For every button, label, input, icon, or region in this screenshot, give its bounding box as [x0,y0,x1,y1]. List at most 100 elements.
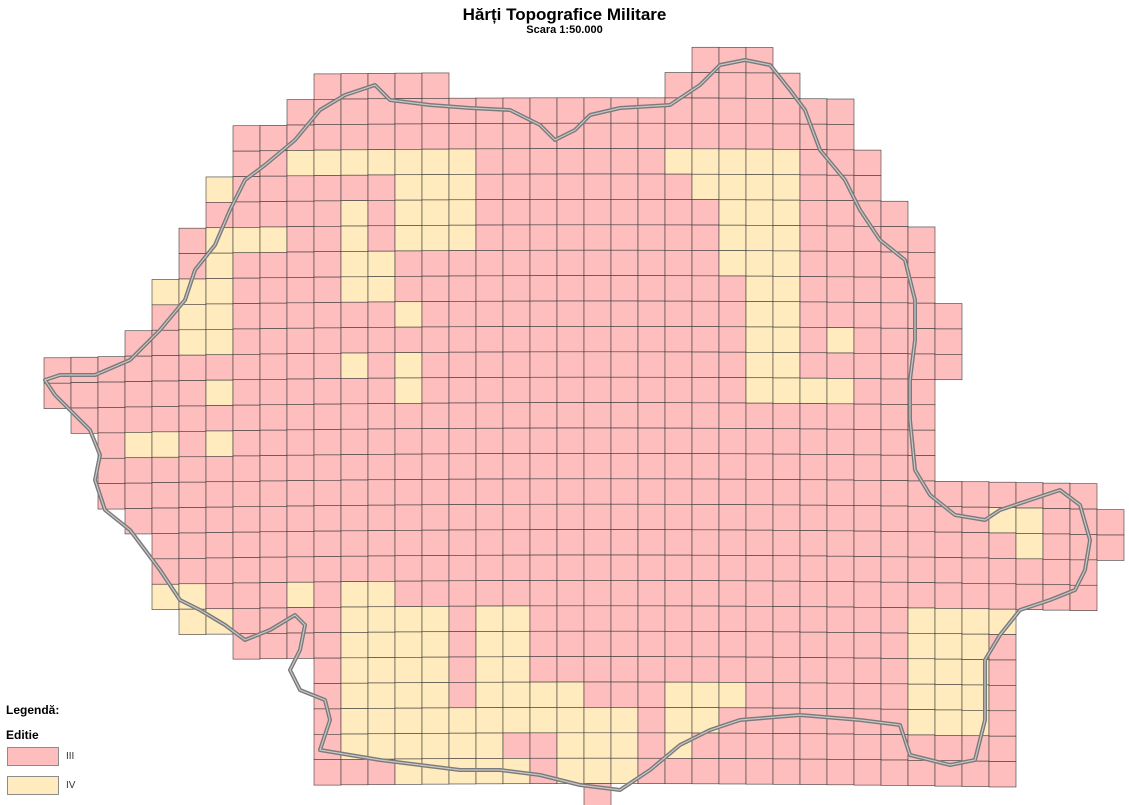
map-sheet-edition-iii [637,351,666,378]
map-sheet-edition-iii [448,275,477,302]
map-sheet-edition-iii [475,453,504,480]
map-sheet-edition-iii [124,381,153,408]
map-sheet-edition-iii [718,453,747,480]
map-sheet-edition-iii [691,631,720,658]
map-sheet-edition-iii [178,380,207,407]
map-sheet-edition-iii [556,173,585,200]
map-sheet-edition-iii [421,504,450,531]
map-sheet-edition-iii [394,580,423,607]
map-sheet-edition-iii [340,505,369,532]
map-sheet-edition-iv [907,709,936,736]
map-sheet-edition-iv [151,279,180,306]
map-sheet-edition-iii [448,123,477,150]
map-sheet-edition-iii [70,407,99,434]
map-sheet-edition-iii [259,201,288,228]
map-sheet-edition-iii [691,453,720,480]
map-sheet-edition-iii [529,453,558,480]
map-sheet-edition-iii [826,251,855,278]
map-sheet-edition-iii [772,98,801,125]
legend-label-iii: III [66,751,75,762]
map-sheet-edition-iii [637,529,666,556]
map-sheet-edition-iii [988,710,1017,737]
map-sheet-edition-iii [826,225,855,252]
map-sheet-edition-iii [367,428,396,455]
map-sheet-edition-iii [583,199,612,226]
map-sheet-edition-iv [367,606,396,633]
map-sheet-edition-iii [772,123,801,150]
map-sheet-edition-iv [745,199,774,226]
legend-title: Legendă: [6,703,60,717]
map-sheet-edition-iii [151,533,180,560]
map-sheet-edition-iii [745,555,774,582]
map-sheet-edition-iii [718,377,747,404]
map-sheet-edition-iii [448,301,477,328]
map-sheet-edition-iii [880,454,909,481]
map-sheet-edition-iii [502,224,531,251]
map-sheet-edition-iii [637,173,666,200]
map-sheet-edition-iv [583,757,612,784]
map-sheet-edition-iv [367,682,396,709]
map-sheet-edition-iii [583,427,612,454]
map-sheet-edition-iii [421,72,450,99]
map-sheet-edition-iii [367,174,396,201]
map-sheet-edition-iii [880,759,909,786]
map-sheet-edition-iii [718,529,747,556]
map-sheet-edition-iii [313,302,342,329]
map-sheet-edition-iv [367,276,396,303]
map-title: Hărți Topografice Militare [462,5,667,24]
map-sheet-edition-iii [610,681,639,708]
map-sheet-edition-iii [610,224,639,251]
map-sheet-edition-iv [151,431,180,458]
map-sheet-edition-iv [529,681,558,708]
map-sheet-edition-iii [556,529,585,556]
map-sheet-edition-iii [475,326,504,353]
map-sheet-edition-iii [637,453,666,480]
map-sheet-edition-iii [394,250,423,277]
map-sheet-edition-iii [691,97,720,124]
map-sheet-edition-iii [1015,558,1044,585]
map-sheet-edition-iii [745,402,774,429]
map-sheet-edition-iii [853,226,882,253]
map-sheet-edition-iii [691,326,720,353]
map-sheet-edition-iii [205,506,234,533]
map-sheet-edition-iii [313,226,342,253]
map-sheet-edition-iv [502,656,531,683]
map-sheet-edition-iii [421,529,450,556]
map-sheet-edition-iii [826,657,855,684]
map-sheet-edition-iii [178,456,207,483]
map-sheet-edition-iii [988,532,1017,559]
map-sheet-edition-iii [529,402,558,429]
map-sheet-edition-iii [691,605,720,632]
map-sheet-edition-iii [556,478,585,505]
map-sheet-edition-iii [799,657,828,684]
map-sheet-edition-iii [421,250,450,277]
map-sheet-edition-iii [691,123,720,150]
map-sheet-edition-iv [907,683,936,710]
map-sheet-edition-iii [286,277,315,304]
map-sheet-edition-iii [178,558,207,585]
map-sheet-edition-iii [475,402,504,429]
map-sheet-edition-iii [880,556,909,583]
map-sheet-edition-iii [853,403,882,430]
map-sheet-edition-iii [772,631,801,658]
map-sheet-edition-iii [853,276,882,303]
map-sheet-edition-iv [394,225,423,252]
map-sheet-edition-iii [610,376,639,403]
map-sheet-edition-iii [475,148,504,175]
map-sheet-edition-iv [718,199,747,226]
map-sheet-edition-iii [205,532,234,559]
map-sheet-edition-iv [286,150,315,177]
map-sheet-edition-iv [718,250,747,277]
map-sheet-edition-iii [421,123,450,150]
map-sheet-edition-iii [826,98,855,125]
map-sheet-edition-iii [1042,508,1071,535]
map-sheet-edition-iii [691,758,720,785]
map-sheet-edition-iii [259,556,288,583]
map-sheet-edition-iv [367,708,396,735]
map-sheet-edition-iv [907,658,936,685]
map-sheet-edition-iii [799,708,828,735]
map-sheet-edition-iv [718,148,747,175]
map-sheet-edition-iv [961,608,990,635]
map-sheet-edition-iv [718,174,747,201]
map-sheet-edition-iii [583,224,612,251]
